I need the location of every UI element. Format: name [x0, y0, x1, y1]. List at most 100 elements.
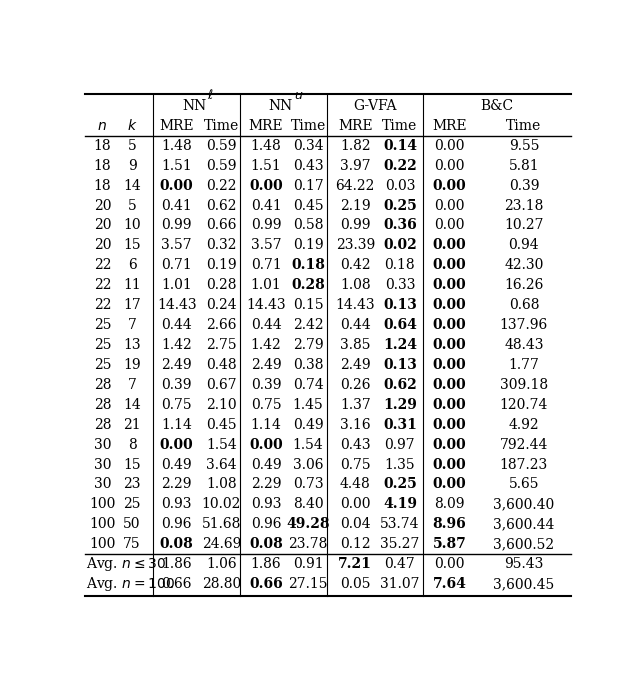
- Text: 0.91: 0.91: [293, 557, 323, 571]
- Text: 0.44: 0.44: [340, 318, 371, 332]
- Text: 8.40: 8.40: [293, 498, 323, 511]
- Text: 0.67: 0.67: [206, 378, 237, 392]
- Text: 15: 15: [124, 458, 141, 471]
- Text: Time: Time: [291, 119, 326, 133]
- Text: 13: 13: [124, 338, 141, 352]
- Text: 0.28: 0.28: [291, 278, 325, 292]
- Text: 0.34: 0.34: [293, 139, 323, 153]
- Text: 0.59: 0.59: [206, 159, 237, 173]
- Text: 1.14: 1.14: [161, 418, 192, 432]
- Text: 0.42: 0.42: [340, 258, 371, 273]
- Text: Time: Time: [382, 119, 417, 133]
- Text: Avg. $n = 100$: Avg. $n = 100$: [86, 575, 175, 593]
- Text: 0.00: 0.00: [433, 398, 467, 412]
- Text: 0.62: 0.62: [206, 199, 237, 212]
- Text: 3.57: 3.57: [251, 239, 282, 252]
- Text: 5.81: 5.81: [509, 159, 540, 173]
- Text: 2.79: 2.79: [293, 338, 323, 352]
- Text: 0.00: 0.00: [433, 418, 467, 432]
- Text: 23.18: 23.18: [504, 199, 543, 212]
- Text: 64.22: 64.22: [335, 178, 375, 193]
- Text: 0.43: 0.43: [293, 159, 323, 173]
- Text: 0.93: 0.93: [251, 498, 281, 511]
- Text: G-VFA: G-VFA: [353, 99, 397, 113]
- Text: 0.44: 0.44: [161, 318, 192, 332]
- Text: 16.26: 16.26: [504, 278, 543, 292]
- Text: $\ell$: $\ell$: [207, 87, 214, 102]
- Text: 0.00: 0.00: [433, 378, 467, 392]
- Text: 0.64: 0.64: [383, 318, 417, 332]
- Text: 1.01: 1.01: [251, 278, 282, 292]
- Text: 0.49: 0.49: [293, 418, 323, 432]
- Text: 0.75: 0.75: [340, 458, 371, 471]
- Text: 0.24: 0.24: [206, 298, 237, 312]
- Text: 100: 100: [89, 517, 115, 532]
- Text: 2.49: 2.49: [340, 358, 371, 372]
- Text: 14: 14: [124, 178, 141, 193]
- Text: 0.66: 0.66: [161, 577, 192, 591]
- Text: 25: 25: [93, 318, 111, 332]
- Text: 0.17: 0.17: [292, 178, 324, 193]
- Text: 1.82: 1.82: [340, 139, 371, 153]
- Text: 0.75: 0.75: [251, 398, 282, 412]
- Text: 0.38: 0.38: [293, 358, 323, 372]
- Text: 1.45: 1.45: [292, 398, 324, 412]
- Text: 0.00: 0.00: [435, 218, 465, 233]
- Text: 2.19: 2.19: [340, 199, 371, 212]
- Text: 0.00: 0.00: [433, 338, 467, 352]
- Text: 3,600.52: 3,600.52: [493, 537, 554, 551]
- Text: 0.15: 0.15: [293, 298, 323, 312]
- Text: 30: 30: [93, 477, 111, 492]
- Text: 309.18: 309.18: [500, 378, 548, 392]
- Text: 0.99: 0.99: [161, 218, 192, 233]
- Text: 3,600.45: 3,600.45: [493, 577, 554, 591]
- Text: 0.97: 0.97: [385, 437, 415, 452]
- Text: 4.19: 4.19: [383, 498, 417, 511]
- Text: 22: 22: [93, 298, 111, 312]
- Text: 1.48: 1.48: [251, 139, 282, 153]
- Text: 48.43: 48.43: [504, 338, 543, 352]
- Text: 7: 7: [127, 318, 136, 332]
- Text: 6: 6: [128, 258, 136, 273]
- Text: 2.29: 2.29: [251, 477, 281, 492]
- Text: 5.65: 5.65: [509, 477, 539, 492]
- Text: 8: 8: [128, 437, 136, 452]
- Text: 3.16: 3.16: [340, 418, 371, 432]
- Text: 0.49: 0.49: [251, 458, 282, 471]
- Text: 1.08: 1.08: [206, 477, 237, 492]
- Text: 0.62: 0.62: [383, 378, 417, 392]
- Text: 0.31: 0.31: [383, 418, 417, 432]
- Text: 25: 25: [93, 338, 111, 352]
- Text: 0.00: 0.00: [340, 498, 371, 511]
- Text: Time: Time: [506, 119, 541, 133]
- Text: 0.08: 0.08: [160, 537, 193, 551]
- Text: 1.86: 1.86: [251, 557, 282, 571]
- Text: 0.59: 0.59: [206, 139, 237, 153]
- Text: 14.43: 14.43: [246, 298, 286, 312]
- Text: B&C: B&C: [481, 99, 514, 113]
- Text: 19: 19: [124, 358, 141, 372]
- Text: 0.00: 0.00: [435, 557, 465, 571]
- Text: 1.08: 1.08: [340, 278, 371, 292]
- Text: 0.13: 0.13: [383, 358, 417, 372]
- Text: 10: 10: [124, 218, 141, 233]
- Text: 0.00: 0.00: [433, 437, 467, 452]
- Text: 9: 9: [128, 159, 136, 173]
- Text: 15: 15: [124, 239, 141, 252]
- Text: 0.00: 0.00: [433, 298, 467, 312]
- Text: 7: 7: [127, 378, 136, 392]
- Text: 0.00: 0.00: [435, 199, 465, 212]
- Text: 0.19: 0.19: [293, 239, 323, 252]
- Text: 0.49: 0.49: [161, 458, 192, 471]
- Text: MRE: MRE: [338, 119, 372, 133]
- Text: MRE: MRE: [249, 119, 284, 133]
- Text: 0.96: 0.96: [251, 517, 281, 532]
- Text: 3.06: 3.06: [293, 458, 323, 471]
- Text: 0.00: 0.00: [433, 278, 467, 292]
- Text: 187.23: 187.23: [500, 458, 548, 471]
- Text: 5.87: 5.87: [433, 537, 467, 551]
- Text: 100: 100: [89, 537, 115, 551]
- Text: 75: 75: [124, 537, 141, 551]
- Text: 4.92: 4.92: [509, 418, 540, 432]
- Text: 0.00: 0.00: [433, 178, 467, 193]
